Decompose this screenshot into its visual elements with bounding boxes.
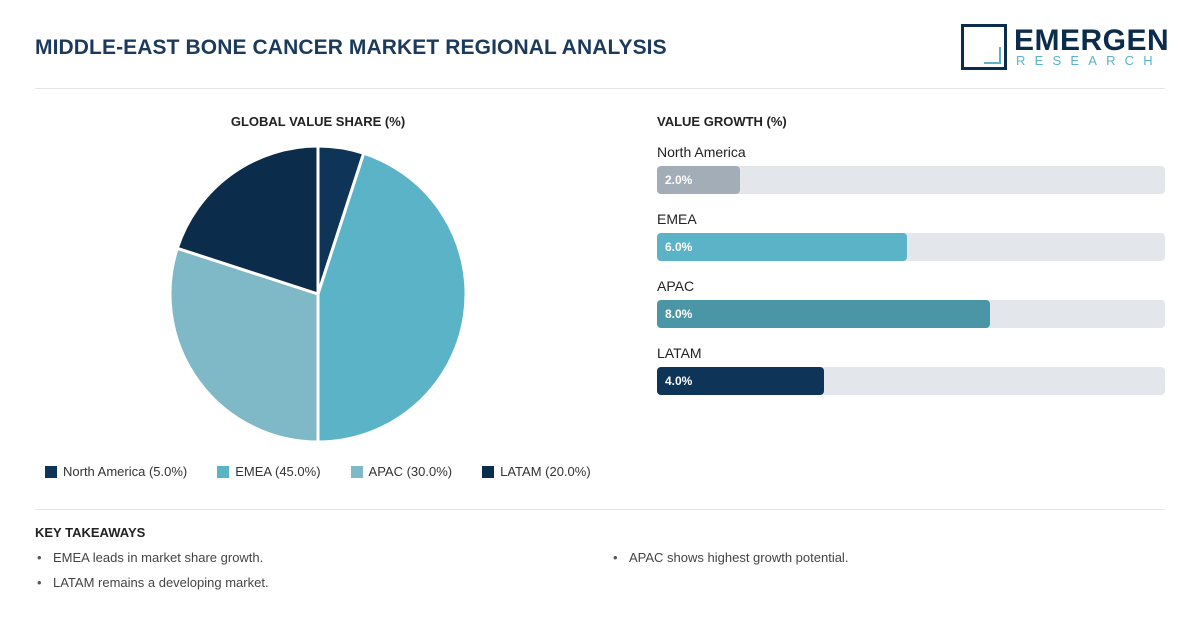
pie-legend: North America (5.0%) EMEA (45.0%) APAC (… <box>45 464 591 479</box>
growth-track-apac: 8.0% <box>657 300 1165 328</box>
growth-row-north-america: North America 2.0% <box>657 144 1165 194</box>
growth-value-north-america: 2.0% <box>665 173 693 187</box>
growth-value-emea: 6.0% <box>665 240 693 254</box>
pie-chart-title: GLOBAL VALUE SHARE (%) <box>230 114 406 129</box>
logo-word: EMERGEN <box>1014 24 1170 57</box>
growth-bar-latam: 4.0% <box>657 367 824 395</box>
takeaway-item: LATAM remains a developing market. <box>37 575 269 590</box>
header: MIDDLE-EAST BONE CANCER MARKET REGIONAL … <box>35 22 1169 89</box>
legend-swatch-north-america <box>45 465 57 478</box>
legend-item-north-america: North America (5.0%) <box>45 464 187 479</box>
legend-swatch-apac <box>350 465 363 478</box>
growth-row-latam: LATAM 4.0% <box>657 345 1165 395</box>
legend-item-apac: APAC (30.0%) <box>350 464 453 479</box>
pie-slice-latam <box>175 144 320 297</box>
growth-bar-emea: 6.0% <box>657 233 907 261</box>
growth-label-north-america: North America <box>657 144 746 160</box>
legend-item-emea: EMEA (45.0%) <box>217 464 321 479</box>
legend-label-emea: EMEA (45.0%) <box>235 464 321 479</box>
emergen-logo: EMERGEN RESEARCH <box>961 24 1169 72</box>
legend-item-latam: LATAM (20.0%) <box>482 464 591 479</box>
page-title: MIDDLE-EAST BONE CANCER MARKET REGIONAL … <box>35 36 667 59</box>
logo-subtitle: RESEARCH <box>1016 53 1162 68</box>
takeaway-item: APAC shows highest growth potential. <box>613 550 848 565</box>
pie-slice-apac <box>168 246 320 444</box>
legend-swatch-latam <box>482 465 495 478</box>
legend-swatch-emea <box>217 465 230 478</box>
growth-track-latam: 4.0% <box>657 367 1165 395</box>
growth-bar-north-america: 2.0% <box>657 166 740 194</box>
growth-chart-title: VALUE GROWTH (%) <box>657 114 787 129</box>
growth-value-apac: 8.0% <box>665 307 693 321</box>
growth-label-emea: EMEA <box>657 211 697 227</box>
legend-label-latam: LATAM (20.0%) <box>500 464 591 479</box>
legend-label-north-america: North America (5.0%) <box>63 464 188 479</box>
legend-label-apac: APAC (30.0%) <box>368 464 453 479</box>
section-divider <box>35 509 1165 510</box>
growth-label-apac: APAC <box>657 278 695 294</box>
takeaway-item: EMEA leads in market share growth. <box>37 550 263 565</box>
takeaways-title: KEY TAKEAWAYS <box>35 525 146 540</box>
growth-value-latam: 4.0% <box>665 374 693 388</box>
growth-row-apac: APAC 8.0% <box>657 278 1165 328</box>
growth-row-emea: EMEA 6.0% <box>657 211 1165 261</box>
growth-bar-apac: 8.0% <box>657 300 990 328</box>
logo-mark-icon <box>961 24 1007 70</box>
growth-track-emea: 6.0% <box>657 233 1165 261</box>
pie-slice-emea <box>316 151 468 444</box>
growth-track-north-america: 2.0% <box>657 166 1165 194</box>
pie-chart <box>168 144 468 444</box>
growth-label-latam: LATAM <box>657 345 702 361</box>
